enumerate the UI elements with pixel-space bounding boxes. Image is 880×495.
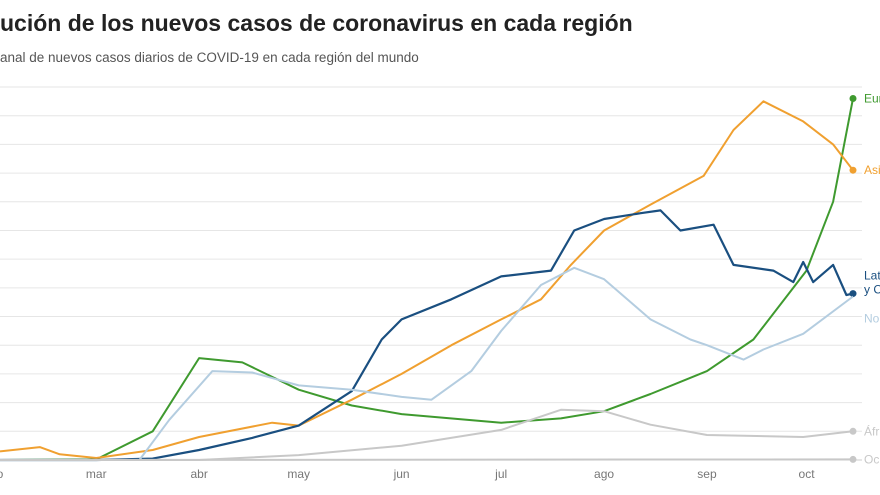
x-tick-label: jun: [393, 467, 410, 481]
series-label: Lat: [864, 269, 880, 283]
series-line: [0, 458, 854, 461]
series-end-marker: [849, 166, 857, 174]
x-tick-label: mar: [86, 467, 107, 481]
x-tick-label: may: [287, 467, 310, 481]
chart-subtitle: anal de nuevos casos diarios de COVID-19…: [0, 50, 419, 65]
series-label: Áfr: [864, 423, 879, 438]
x-tick-label: o: [0, 467, 4, 481]
x-tick-label: abr: [190, 467, 207, 481]
series-label: No: [864, 311, 880, 325]
series-end-marker: [849, 290, 857, 298]
series-line: [0, 209, 854, 462]
series-line: [0, 266, 854, 461]
series-label: Eur: [864, 91, 880, 105]
x-tick-label: sep: [697, 467, 717, 481]
series-end-marker: [849, 455, 857, 463]
series-line: [0, 100, 854, 459]
series-label: Oc: [864, 452, 879, 466]
series-label: y C: [864, 283, 880, 297]
chart-title: ución de los nuevos casos de coronavirus…: [0, 10, 633, 36]
series-label: Asi: [864, 163, 880, 177]
series-end-marker: [849, 427, 857, 435]
x-tick-label: ago: [594, 467, 614, 481]
x-tick-label: jul: [494, 467, 507, 481]
x-tick-label: oct: [799, 467, 816, 481]
series-end-marker: [849, 94, 857, 102]
series-line: [0, 98, 854, 461]
series-line: [0, 408, 854, 461]
